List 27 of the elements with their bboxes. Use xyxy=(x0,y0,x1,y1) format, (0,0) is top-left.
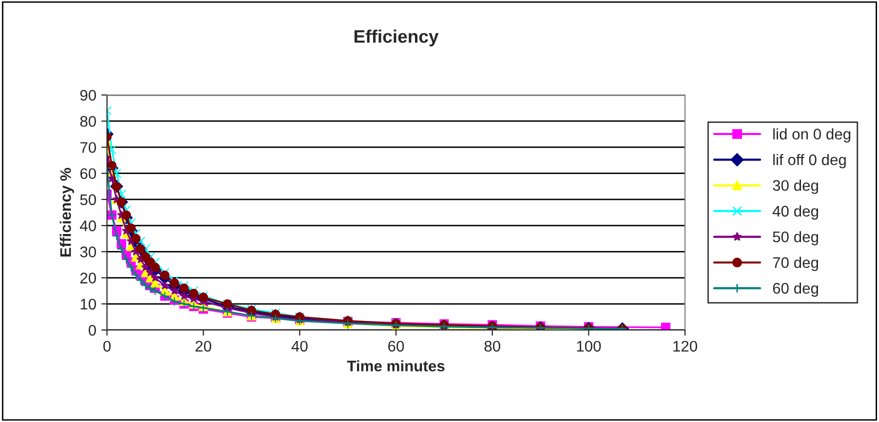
legend-label: lif off 0 deg xyxy=(773,154,846,168)
y-axis-title: Efficiency % xyxy=(60,168,74,256)
y-tick-label: 40 xyxy=(80,220,96,232)
x-tick-label: 80 xyxy=(484,340,500,352)
y-tick-label: 0 xyxy=(88,324,96,336)
y-tick-label: 50 xyxy=(80,194,96,206)
y-tick-label: 20 xyxy=(80,272,96,284)
chart-title: Efficiency xyxy=(354,30,439,46)
x-tick-label: 0 xyxy=(103,340,111,352)
x-axis-title: Time minutes xyxy=(347,360,444,372)
legend-label: 70 deg xyxy=(773,256,818,272)
x-tick-label: 100 xyxy=(577,340,601,352)
legend-label: lid on 0 deg xyxy=(773,128,850,143)
x-tick-label: 120 xyxy=(673,340,698,352)
y-tick-label: 70 xyxy=(80,142,96,153)
y-tick-label: 80 xyxy=(80,116,96,127)
legend-label: 60 deg xyxy=(773,282,818,297)
y-tick-label: 30 xyxy=(80,246,96,258)
legend-label: 50 deg xyxy=(772,231,818,246)
legend-label: 30 deg xyxy=(772,180,818,194)
x-tick-label: 60 xyxy=(388,340,404,352)
y-tick-label: 90 xyxy=(80,90,96,101)
x-tick-label: 20 xyxy=(196,340,212,352)
x-tick-label: 40 xyxy=(292,340,308,352)
y-tick-label: 60 xyxy=(80,168,96,180)
y-tick-label: 10 xyxy=(80,298,96,310)
legend-label: 40 deg xyxy=(772,205,818,220)
